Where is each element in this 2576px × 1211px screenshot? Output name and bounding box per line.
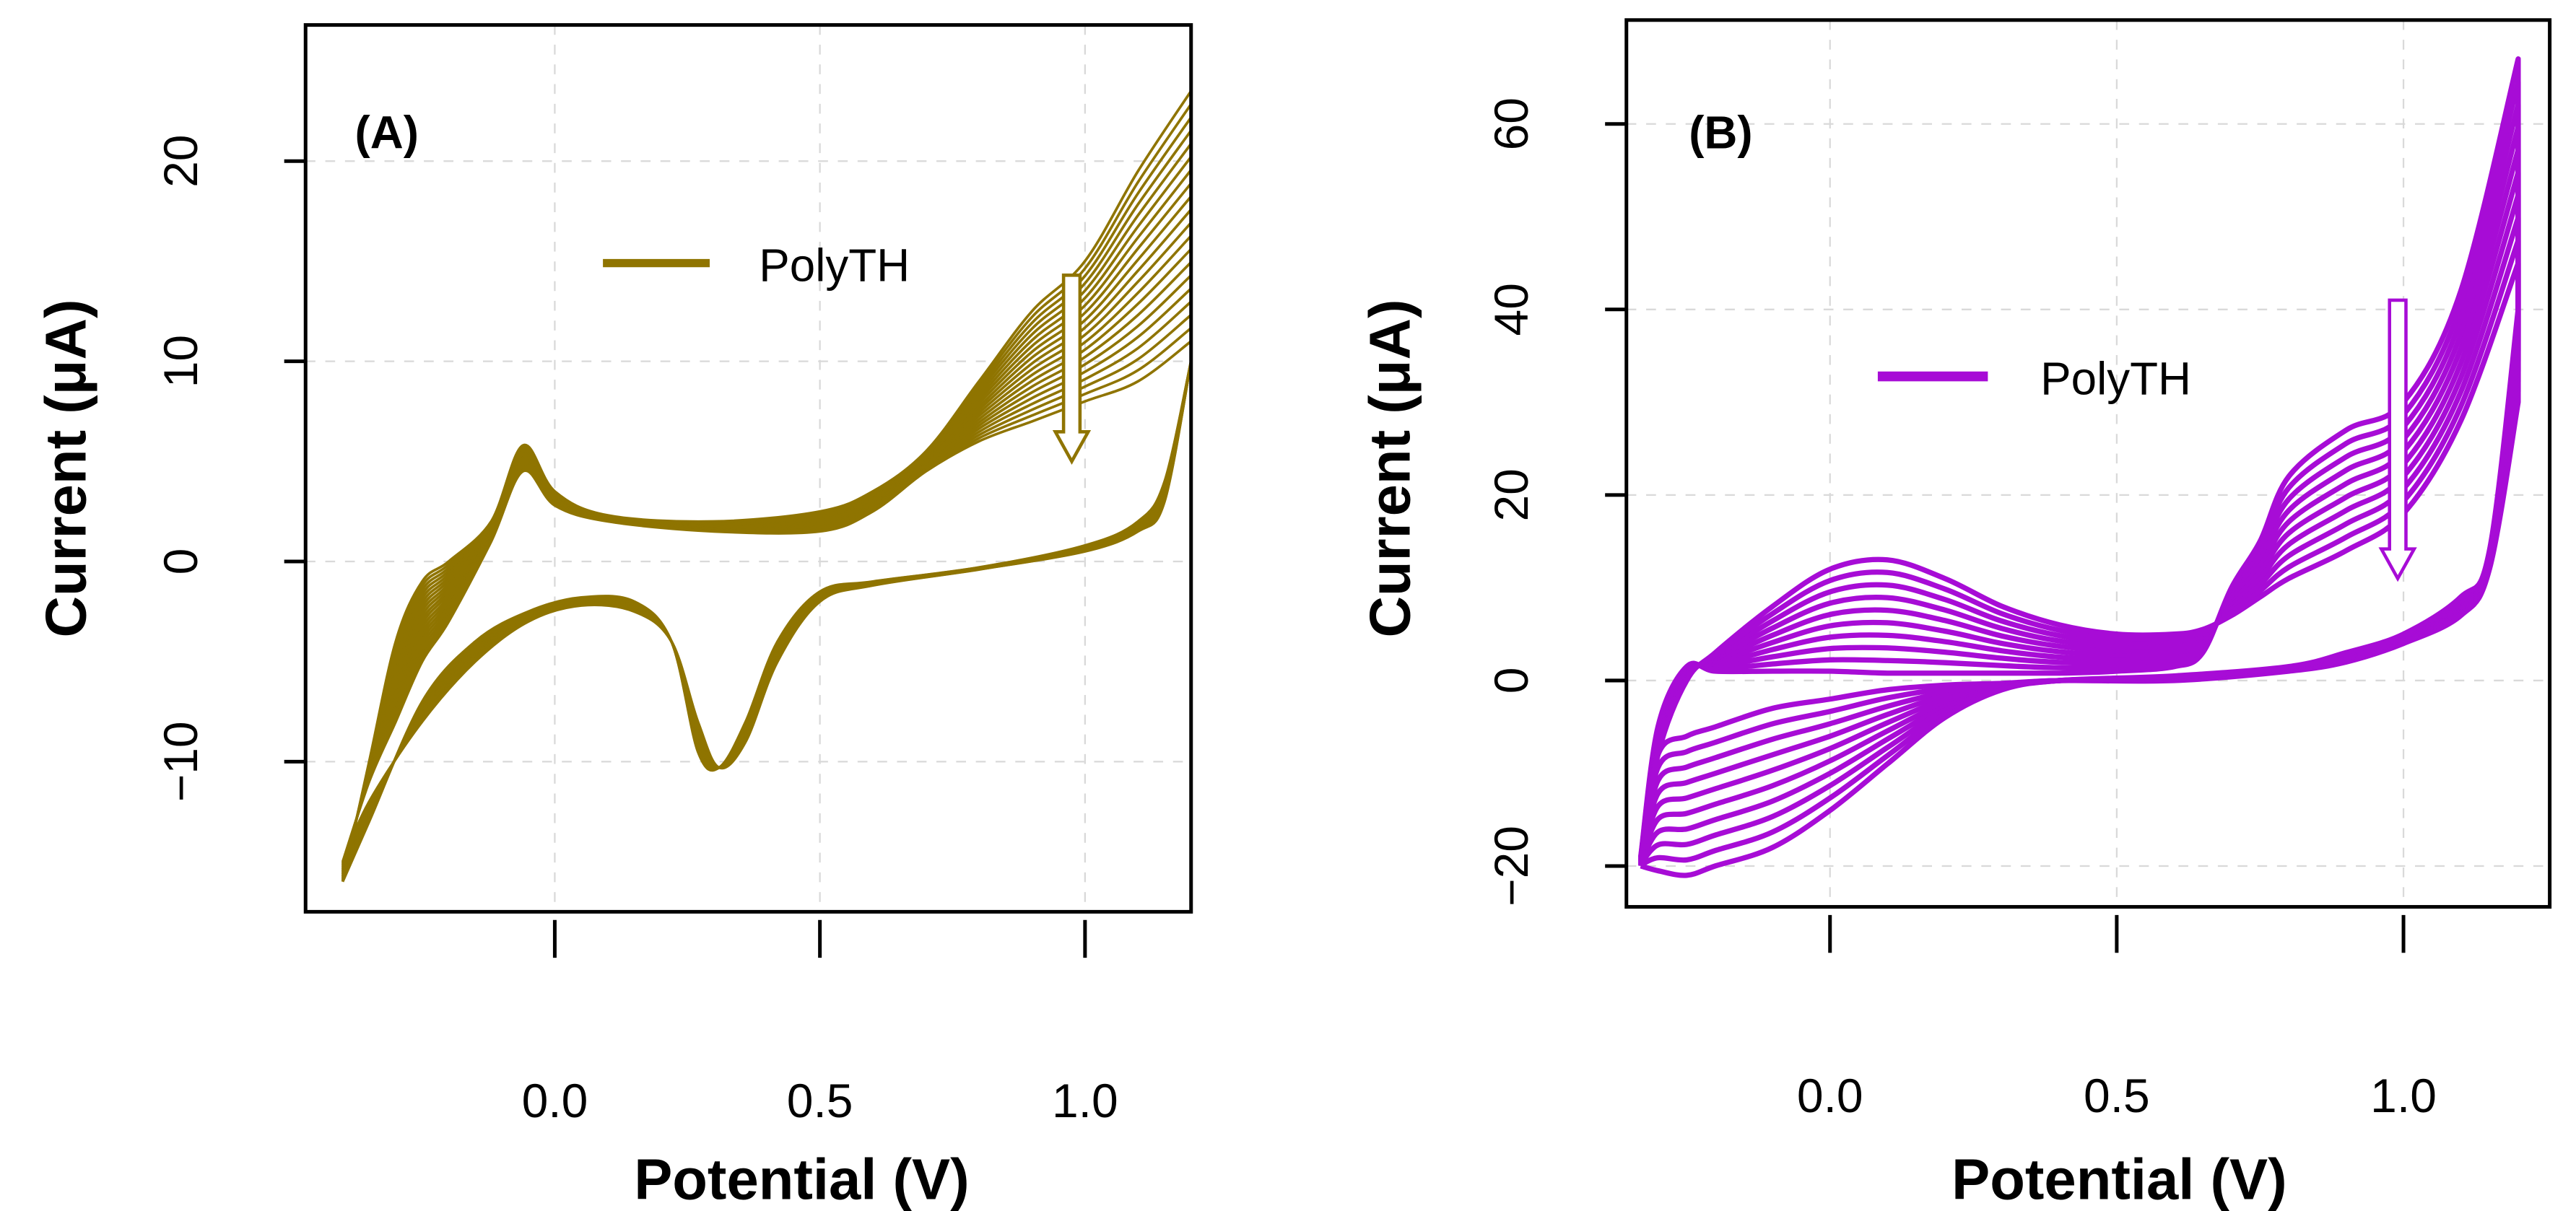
trend-arrows: [1052, 274, 1092, 465]
legend-label: PolyTH: [759, 240, 910, 292]
y-tick-label: 10: [154, 335, 207, 388]
x-tick-label: 1.0: [1052, 1074, 1118, 1127]
cv-cycle-20: [341, 340, 1191, 862]
down-arrow-icon: [1052, 274, 1092, 465]
x-tick-label: 0.0: [1797, 1069, 1863, 1122]
down-arrow-icon: [2378, 298, 2417, 582]
cv-cycle-3: [341, 115, 1191, 880]
cv-curves: [1637, 56, 2521, 878]
cv-cycle-1: [341, 89, 1191, 883]
x-tick-label: 1.0: [2370, 1069, 2437, 1122]
axis-ticks: 0.0 0.5 1.0 −20 0 20 40 60: [1484, 97, 2437, 1122]
cv-cycle-7: [1637, 192, 2521, 865]
y-tick-label: 0: [1484, 668, 1538, 694]
x-tick-label: 0.0: [522, 1074, 588, 1127]
y-tick-label: 0: [154, 548, 207, 575]
plot-frame: [1624, 18, 2552, 909]
y-tick-label: 20: [154, 135, 207, 188]
panel-label: (A): [355, 106, 419, 158]
cv-cycle-10: [1637, 260, 2521, 878]
x-tick-label: 0.5: [787, 1074, 853, 1127]
cv-cycle-2: [341, 102, 1191, 882]
cv-cycle-9: [1637, 237, 2521, 867]
cv-cycle-5: [1637, 147, 2521, 862]
cv-cycle-3: [1637, 101, 2521, 860]
y-axis-label: Current (μA): [1357, 300, 1422, 638]
y-tick-label: 20: [1484, 468, 1538, 521]
cv-cycle-2: [1637, 79, 2521, 859]
panel-b: 0.0 0.5 1.0 −20 0 20 40 60 (B) PolyTH Potential…: [1357, 18, 2552, 1211]
y-axis-label: Current (μA): [33, 300, 97, 638]
y-tick-label: −10: [154, 721, 207, 802]
y-tick-label: −20: [1484, 826, 1538, 906]
cv-cycle-4: [1637, 124, 2521, 861]
x-axis-label: Potential (V): [1951, 1147, 2287, 1211]
axis-ticks: 0.0 0.5 1.0 −10 0 10 20: [154, 135, 1118, 1127]
plot-frame: [303, 23, 1193, 914]
grid: [305, 25, 1191, 912]
x-axis-label: Potential (V): [634, 1147, 970, 1211]
panel-label: (B): [1689, 106, 1752, 158]
legend-label: PolyTH: [2040, 353, 2191, 405]
cv-cycle-1: [1637, 56, 2521, 857]
cv-cycle-8: [1637, 215, 2521, 866]
cv-curves: [341, 89, 1191, 883]
x-tick-label: 0.5: [2084, 1069, 2150, 1122]
y-tick-label: 60: [1484, 97, 1538, 150]
panel-a: 0.0 0.5 1.0 −10 0 10 20 (A) PolyTH Potential (…: [33, 23, 1193, 1211]
y-tick-label: 40: [1484, 283, 1538, 336]
trend-arrows: [2378, 298, 2417, 582]
cv-cycle-6: [1637, 170, 2521, 863]
